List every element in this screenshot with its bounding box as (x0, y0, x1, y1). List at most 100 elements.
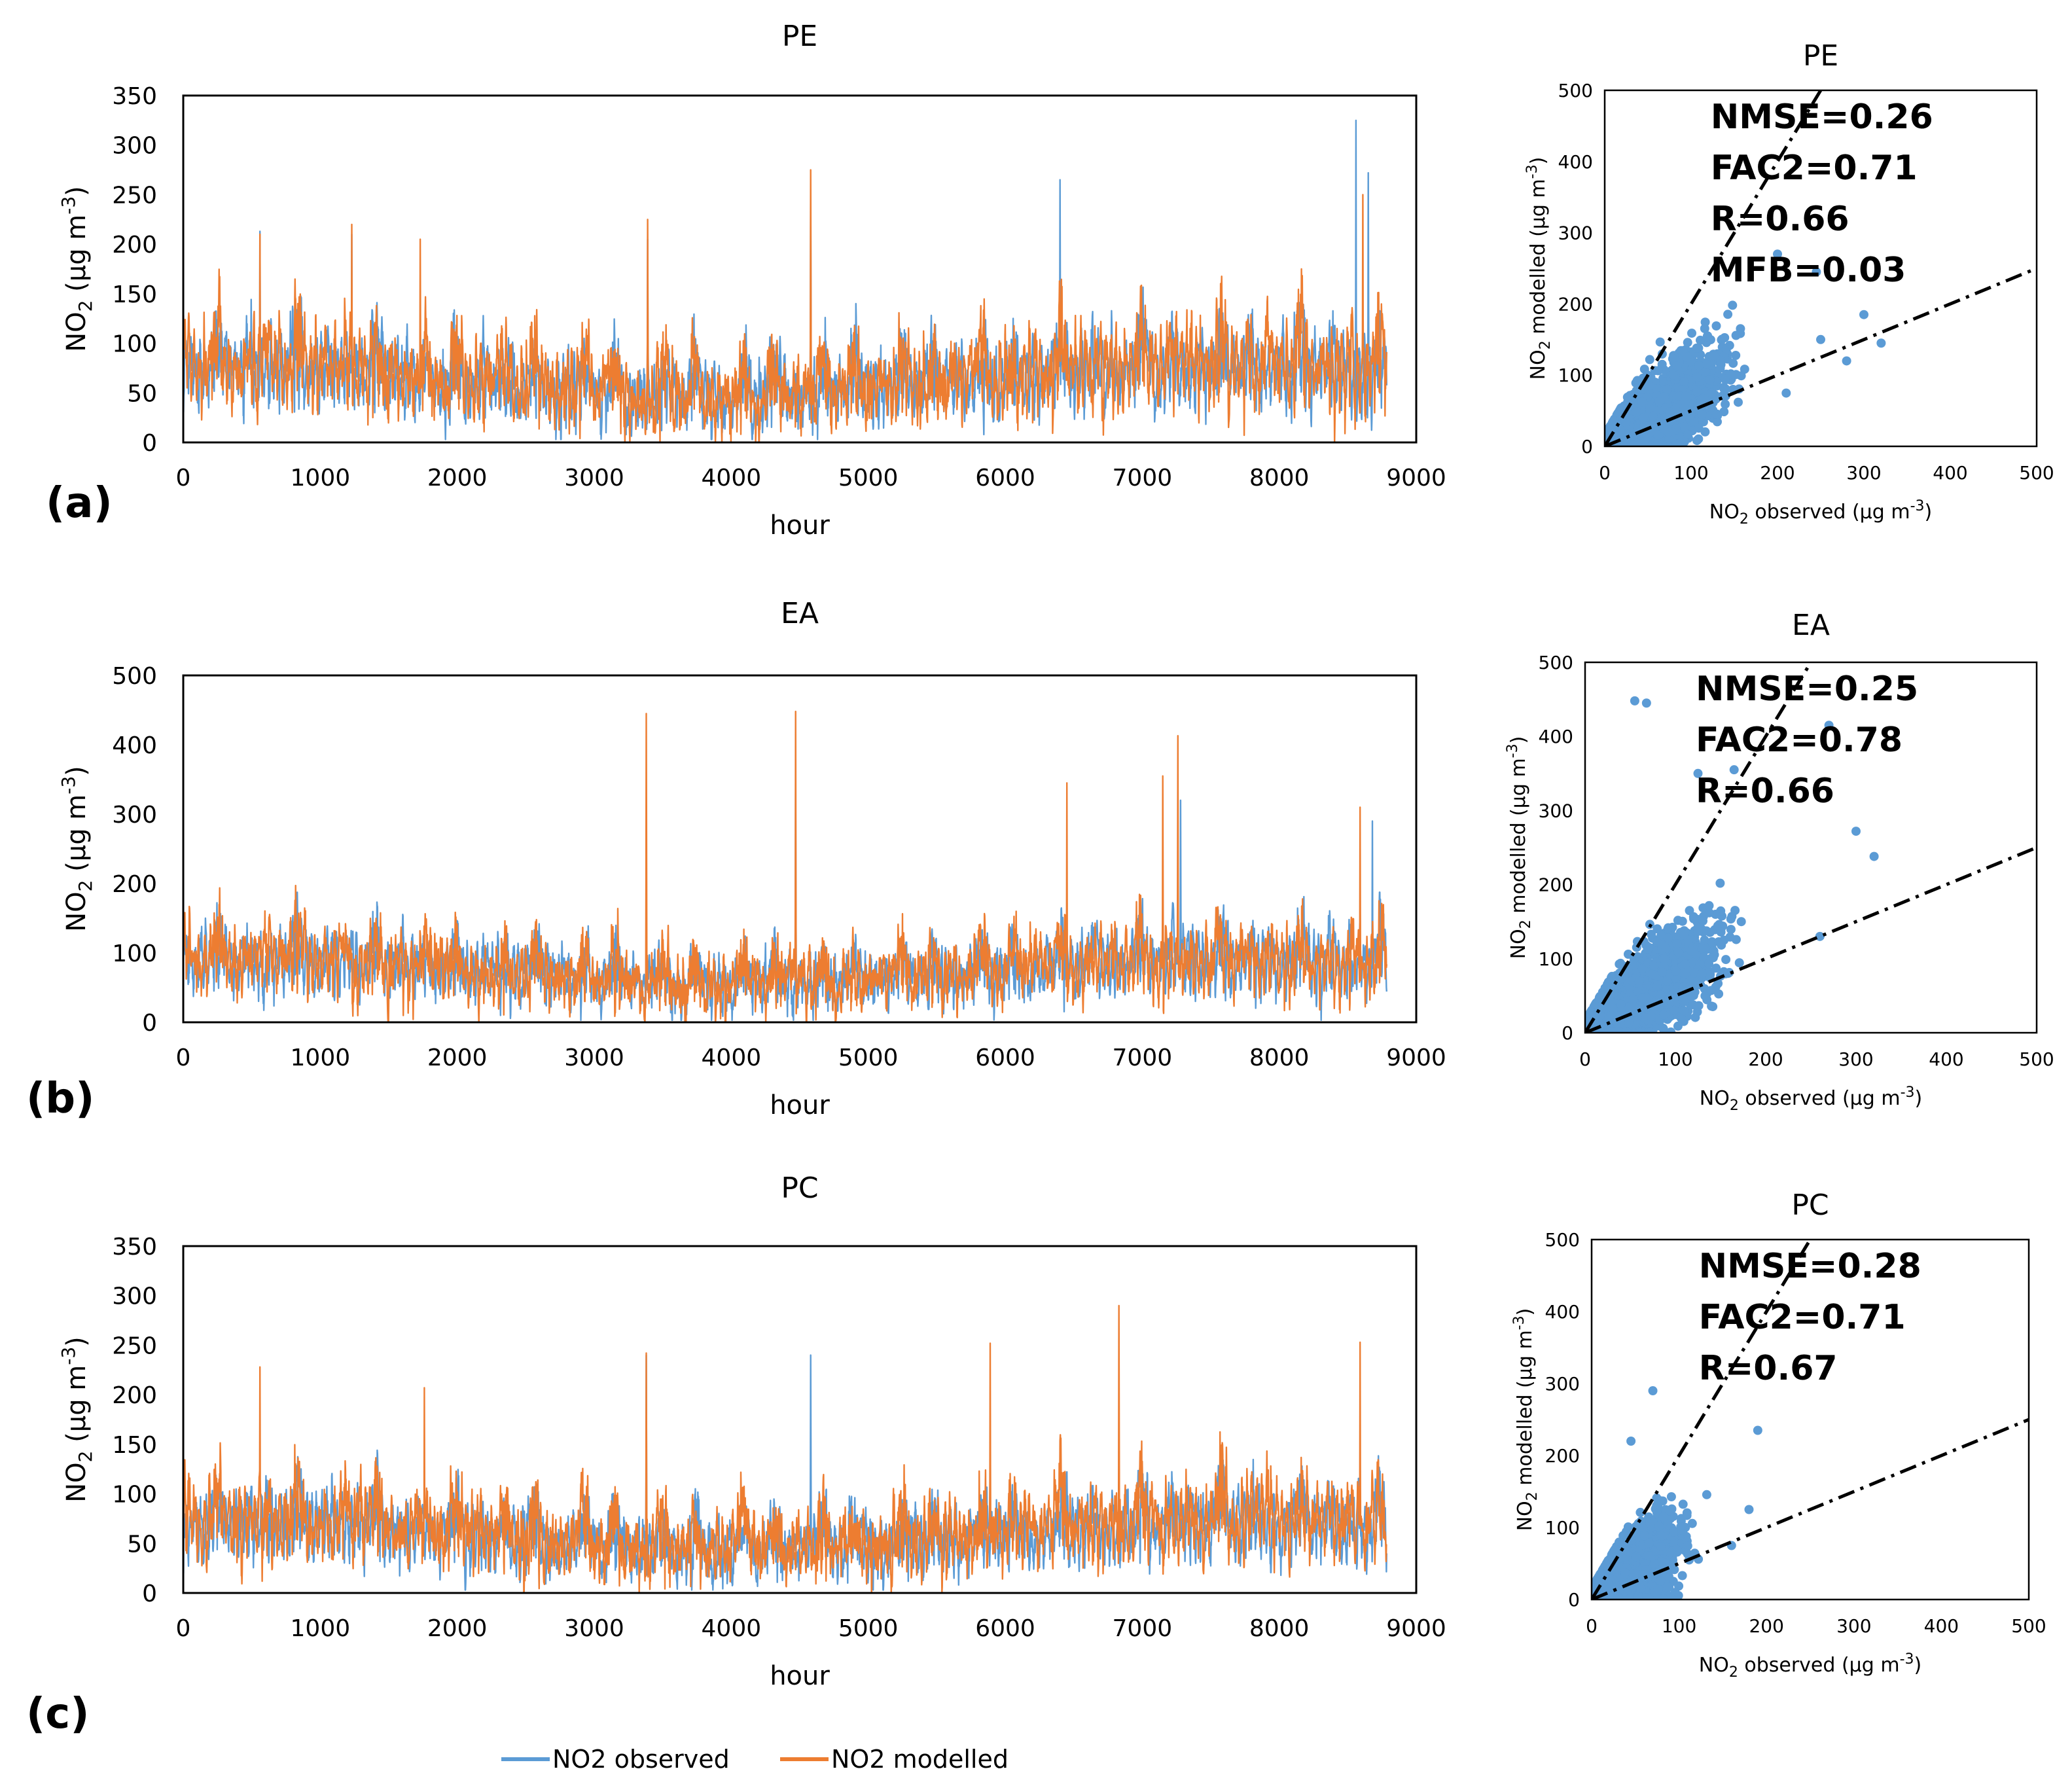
scatter-point (1812, 267, 1821, 277)
scatter-point (1664, 407, 1674, 417)
scatter-point (1715, 363, 1725, 373)
scatter-point (1851, 827, 1861, 836)
scatter-point (1683, 338, 1692, 348)
x-tick-label: 4000 (702, 1045, 762, 1071)
x-tick-label: 3000 (564, 1615, 624, 1642)
timeseries-panel-ea: EA0 1000 2000 3000 4000 5000 6000 7000 8000 90000… (26, 597, 1446, 1123)
scatter-point (1721, 399, 1730, 409)
scatter-point (1692, 436, 1702, 446)
scatter-point (1676, 1522, 1686, 1531)
reference-lines (1605, 90, 2037, 446)
x-tick-label: 0 (1599, 462, 1611, 484)
x-tick-label: 2000 (427, 1045, 488, 1071)
scatter-point (1673, 948, 1683, 957)
scatter-point (1734, 958, 1744, 968)
scatter-point (1678, 982, 1688, 992)
stat-annotation: MFB=0.03 (1711, 251, 1906, 290)
scatter-point (1652, 982, 1662, 991)
y-tick-label: 50 (127, 380, 157, 407)
scatter-point (1633, 987, 1643, 997)
x-axis-label: hour (770, 1090, 830, 1120)
y-tick-label: 200 (112, 1382, 157, 1409)
scatter-point (1632, 407, 1641, 417)
reference-lines (1585, 662, 2037, 1033)
x-tick-label: 9000 (1386, 1045, 1446, 1071)
y-tick-label: 200 (112, 232, 157, 259)
scatter-point (1664, 923, 1673, 933)
y-tick-label: 0 (1562, 1022, 1573, 1044)
scatter-point (1661, 944, 1671, 954)
scatter-point (1637, 397, 1647, 407)
y-tick-label: 300 (112, 133, 157, 160)
scatter-point (1688, 957, 1698, 967)
x-tick-label: 100 (1673, 462, 1708, 484)
x-tick-label: 1000 (291, 1615, 351, 1642)
series-line-modelled (182, 1304, 1387, 1594)
scatter-point (1654, 430, 1664, 440)
scatter-point (1687, 1518, 1697, 1528)
scatter-point (1605, 428, 1611, 438)
scatter-point (1679, 377, 1689, 386)
scatter-point (1653, 439, 1663, 446)
x-tick-label: 400 (1933, 462, 1967, 484)
scatter-point (1709, 351, 1719, 361)
scatter-point (1679, 403, 1689, 413)
y-tick-label: 500 (112, 663, 157, 690)
scatter-point (1687, 329, 1696, 338)
scatter-point (1630, 1001, 1639, 1011)
scatter-point (1676, 1013, 1686, 1023)
scatter-point (1652, 384, 1662, 394)
x-tick-label: 4000 (702, 1615, 762, 1642)
scatter-point (1736, 324, 1745, 334)
timeseries-panel-pe: PE0 1000 2000 3000 4000 5000 6000 7000 8000 90000… (46, 20, 1446, 541)
scatter-point (1707, 937, 1717, 946)
y-tick-label: 300 (112, 1283, 157, 1310)
x-tick-label: 300 (1838, 1048, 1873, 1070)
scatter-point (1606, 1011, 1616, 1021)
scatter-point (1700, 942, 1709, 952)
scatter-point (1729, 765, 1739, 775)
plot-frame (182, 94, 1418, 444)
x-axis-label: NO2 observed (µg m-3) (1709, 498, 1932, 527)
scatter-point (1842, 356, 1851, 366)
scatter-point (1670, 1005, 1679, 1015)
scatter-point (1716, 927, 1726, 937)
stat-annotation: R=0.66 (1696, 772, 1834, 811)
scatter-point (1662, 384, 1672, 394)
scatter-point (1630, 696, 1639, 706)
x-tick-label: 6000 (975, 1615, 1035, 1642)
y-tick-label: 300 (1558, 223, 1593, 244)
x-tick-label: 8000 (1249, 1615, 1310, 1642)
scatter-point (1698, 916, 1707, 926)
y-tick-label: 250 (112, 182, 157, 209)
scatter-point (1869, 851, 1879, 861)
scatter-point (1654, 397, 1664, 406)
scatter-point (1708, 1002, 1718, 1012)
scatter-point (1702, 359, 1711, 369)
scatter-point (1681, 959, 1690, 969)
scatter-point (1720, 374, 1730, 384)
scatter-point (1711, 963, 1721, 973)
y-axis-label: NO2 modelled (µg m-3) (1524, 157, 1554, 380)
scatter-point (1692, 372, 1702, 382)
y-tick-label: 400 (112, 732, 157, 759)
scatter-point (1704, 959, 1713, 969)
plot-frame (182, 1245, 1418, 1594)
scatter-point (1660, 954, 1670, 963)
scatter-point (1664, 427, 1673, 437)
scatter-point (1693, 768, 1703, 778)
panel-label: (a) (46, 479, 113, 527)
scatter-point (1679, 1006, 1688, 1016)
y-tick-label: 250 (112, 1332, 157, 1359)
scatter-point (1624, 1018, 1634, 1028)
y-axis-label: NO2 (µg m-3) (58, 186, 96, 352)
scatter-point (1607, 1027, 1617, 1033)
scatter-point (1719, 384, 1729, 394)
x-tick-label: 400 (1929, 1048, 1963, 1070)
y-tick-label: 200 (1558, 293, 1593, 315)
scatter-point (1618, 429, 1628, 438)
y-tick-label: 100 (1539, 948, 1573, 970)
scatter-point (1680, 422, 1689, 432)
